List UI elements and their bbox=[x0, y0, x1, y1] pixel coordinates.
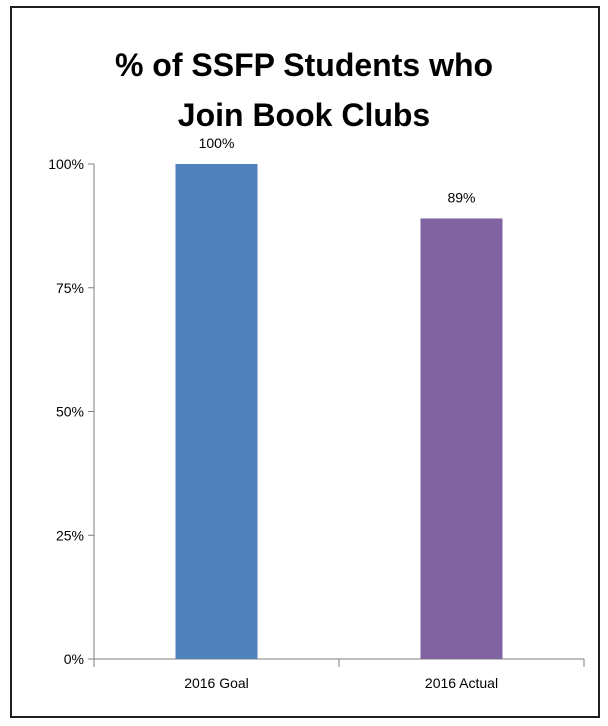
data-label: 100% bbox=[199, 135, 235, 151]
bar bbox=[175, 164, 258, 659]
chart-title-line-1: % of SSFP Students who bbox=[114, 47, 494, 83]
x-tick-label: 2016 Actual bbox=[425, 675, 498, 691]
data-label: 89% bbox=[447, 189, 475, 205]
y-tick-label: 100% bbox=[48, 156, 84, 172]
chart-title-line-2: Join Book Clubs bbox=[177, 97, 431, 133]
y-tick-label: 50% bbox=[56, 404, 84, 420]
y-tick-label: 0% bbox=[64, 651, 84, 667]
x-tick-label: 2016 Goal bbox=[184, 675, 249, 691]
bar bbox=[420, 218, 503, 659]
y-tick-label: 75% bbox=[56, 280, 84, 296]
y-tick-label: 25% bbox=[56, 527, 84, 543]
chart-title: % of SSFP Students who Join Book Clubs bbox=[0, 40, 608, 140]
